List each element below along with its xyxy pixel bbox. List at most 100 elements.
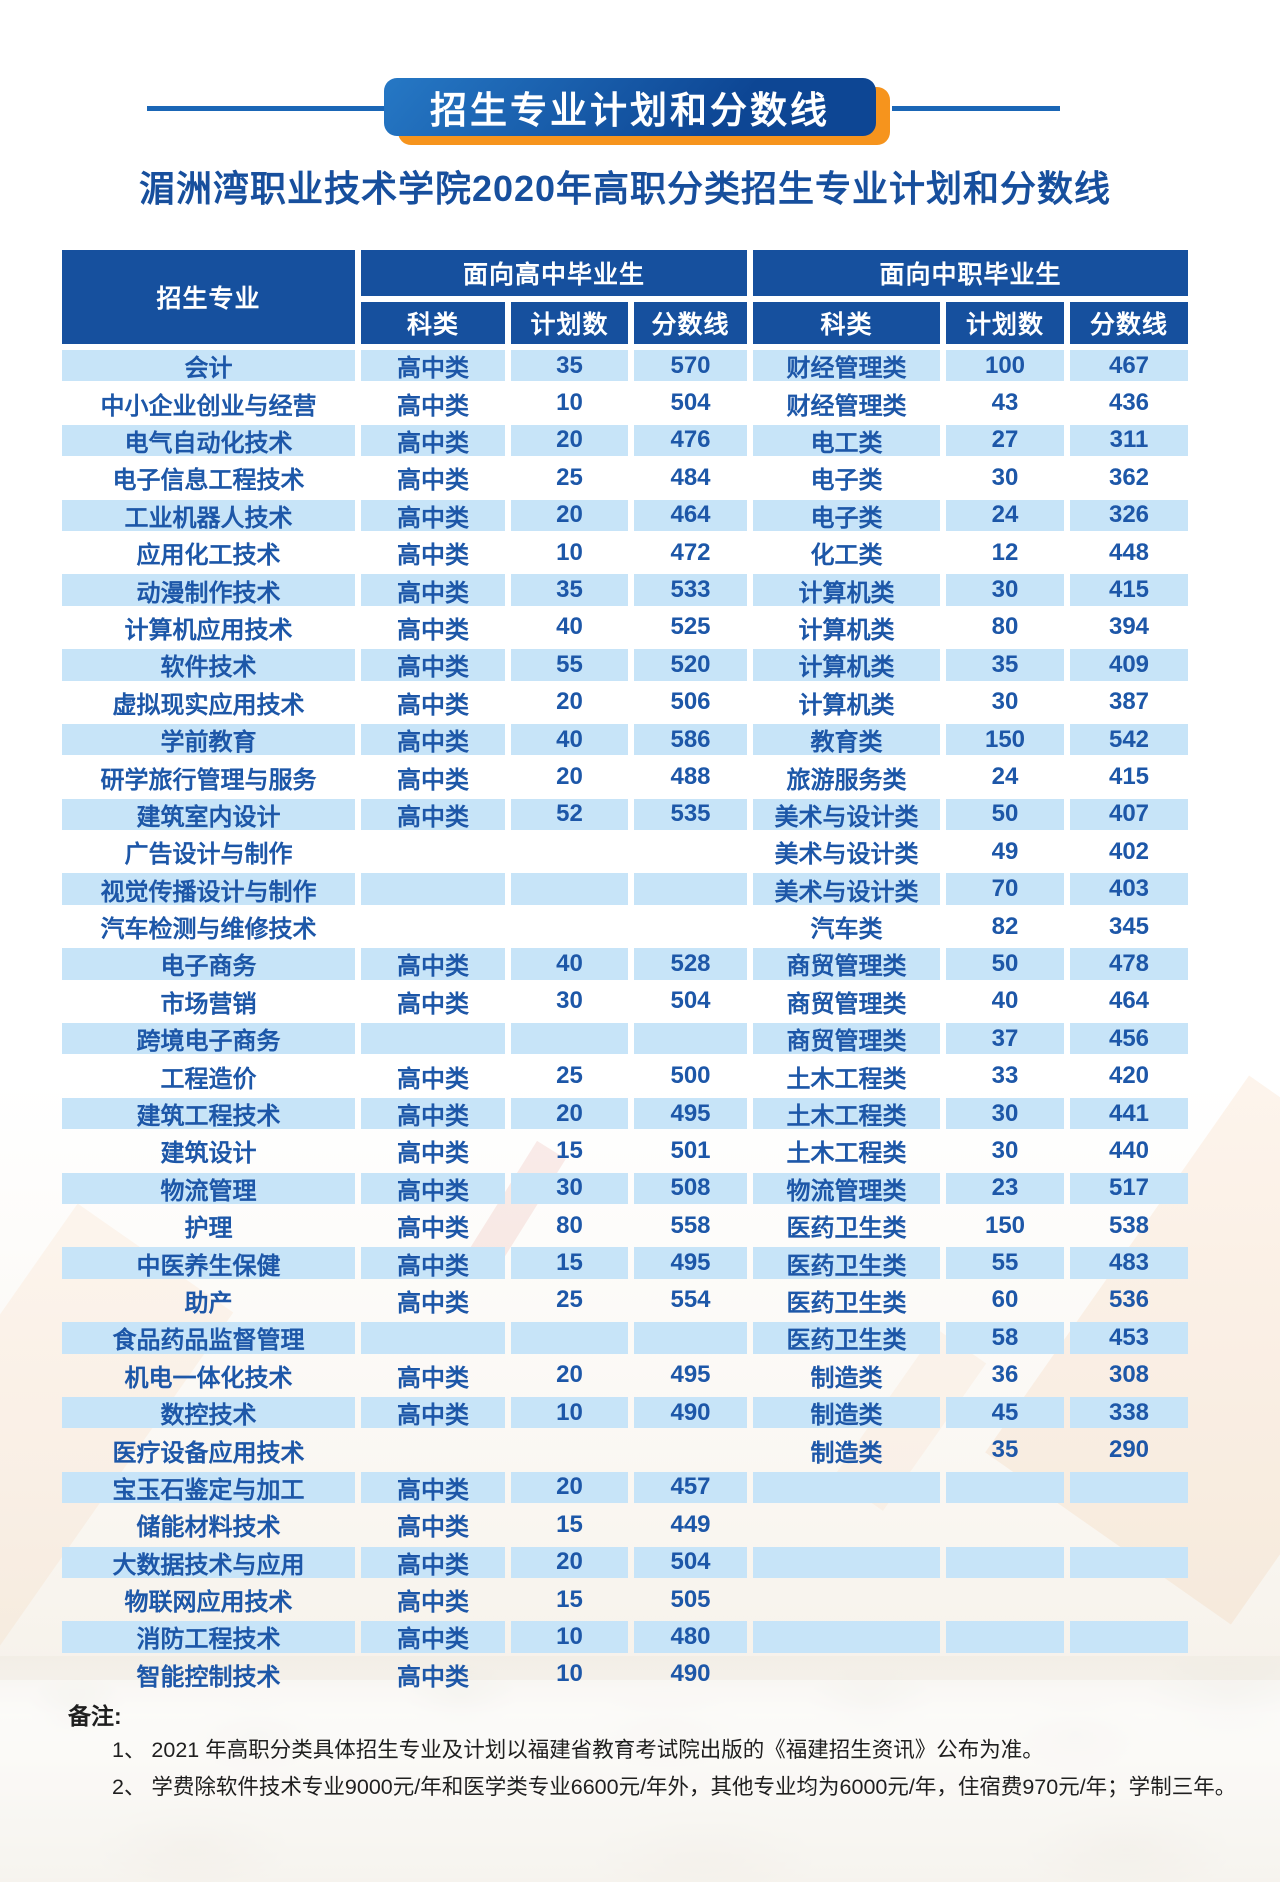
cell-vs-score: 345 (1108, 912, 1150, 940)
cell-hs-score: 490 (670, 1660, 711, 1688)
cell-vs-cat: 医药卫生类 (753, 1247, 940, 1280)
cell-vs-cat: 商贸管理类 (753, 948, 940, 980)
cell-hs-score (634, 911, 747, 942)
cell-hs-plan: 20 (511, 499, 628, 531)
banner-rule-left (147, 106, 384, 111)
cell-hs-score: 535 (634, 798, 747, 831)
cell-vs-cat: 电工类 (753, 424, 940, 457)
cell-major: 数控技术 (62, 1396, 355, 1429)
cell-major: 工程造价 (160, 1065, 257, 1093)
cell-hs-plan: 52 (511, 798, 628, 831)
cell-major: 护理 (184, 1215, 233, 1243)
cell-vs-cat: 土木工程类 (786, 1140, 907, 1168)
cell-major: 建筑工程技术 (62, 1097, 355, 1130)
cell-vs-score: 436 (1108, 389, 1150, 417)
cell-vs-score (1070, 1584, 1188, 1615)
cell-major: 学前教育 (62, 723, 355, 756)
cell-vs-score (1070, 1659, 1188, 1690)
cell-vs-plan: 27 (946, 424, 1064, 457)
cell-hs-score: 505 (670, 1585, 711, 1613)
cell-vs-plan: 12 (991, 538, 1019, 566)
cell-major: 食品药品监督管理 (62, 1322, 355, 1354)
cell-hs-plan: 35 (511, 350, 628, 382)
cell-hs-score (634, 836, 747, 867)
cell-vs-cat: 土木工程类 (753, 1097, 940, 1130)
cell-hs-score: 558 (670, 1211, 711, 1239)
subheader-hs-category: 科类 (361, 302, 505, 344)
cell-vs-plan: 55 (946, 1247, 1064, 1279)
cell-major: 建筑设计 (160, 1140, 257, 1168)
cell-hs-score: 476 (634, 424, 747, 457)
cell-hs-plan: 80 (556, 1211, 583, 1239)
cell-hs-score: 480 (634, 1621, 747, 1653)
cell-hs-score: 520 (634, 649, 747, 681)
cell-hs-cat (361, 836, 505, 867)
cell-vs-score (1070, 1509, 1188, 1540)
cell-vs-plan: 50 (946, 798, 1064, 831)
faded-photo-band (0, 1656, 1280, 1882)
note-item-1: 1、 2021 年高职分类具体招生专业及计划以福建省教育考试院出版的《福建招生资… (112, 1738, 1044, 1762)
cell-hs-cat (361, 1322, 505, 1354)
cell-hs-plan: 25 (556, 1062, 583, 1090)
cell-major: 软件技术 (62, 649, 355, 681)
cell-vs-cat: 制造类 (753, 1396, 940, 1429)
cell-vs-score: 362 (1108, 463, 1150, 491)
cell-vs-cat: 商贸管理类 (786, 990, 907, 1018)
cell-hs-plan: 40 (511, 723, 628, 756)
cell-vs-plan (946, 1471, 1064, 1504)
cell-hs-plan: 15 (556, 1136, 583, 1164)
cell-hs-score (634, 873, 747, 905)
cell-vs-score: 338 (1070, 1396, 1188, 1429)
cell-vs-plan: 45 (946, 1396, 1064, 1429)
cell-vs-score: 467 (1070, 350, 1188, 382)
subheader-vs-plan: 计划数 (946, 302, 1064, 344)
cell-vs-cat (753, 1471, 940, 1504)
group-header-highschool: 面向高中毕业生 (361, 250, 747, 296)
cell-vs-score: 542 (1070, 723, 1188, 756)
cell-vs-plan: 82 (991, 912, 1019, 940)
cell-hs-cat: 高中类 (361, 424, 505, 457)
cell-hs-cat: 高中类 (397, 1065, 469, 1093)
cell-major: 电气自动化技术 (62, 424, 355, 457)
cell-hs-cat: 高中类 (361, 1172, 505, 1205)
cell-vs-plan (946, 1659, 1064, 1690)
cell-hs-score: 449 (670, 1510, 711, 1538)
cell-major: 消防工程技术 (62, 1621, 355, 1653)
cell-hs-score: 490 (634, 1396, 747, 1429)
cell-hs-cat (361, 873, 505, 905)
cell-hs-plan: 10 (556, 389, 583, 417)
cell-hs-cat: 高中类 (361, 1546, 505, 1579)
admissions-table: 招生专业 面向高中毕业生 面向中职毕业生 科类 计划数 分数线 科类 计划数 分… (62, 250, 1188, 1691)
cell-vs-cat (753, 1621, 940, 1653)
cell-vs-score: 290 (1108, 1436, 1150, 1464)
cell-major: 大数据技术与应用 (62, 1546, 355, 1579)
cell-vs-plan: 37 (946, 1023, 1064, 1055)
cell-vs-cat: 美术与设计类 (753, 873, 940, 906)
notes-label: 备注: (68, 1703, 122, 1729)
cell-hs-plan: 55 (511, 649, 628, 681)
subheader-hs-score: 分数线 (634, 302, 747, 344)
cell-hs-plan (511, 873, 628, 905)
cell-vs-cat: 电子类 (810, 467, 883, 495)
cell-hs-plan: 20 (511, 424, 628, 457)
cell-major: 计算机应用技术 (124, 616, 293, 644)
cell-hs-score: 495 (670, 1361, 711, 1389)
cell-vs-score (1070, 1621, 1188, 1653)
cell-hs-score (634, 1023, 747, 1055)
cell-hs-plan: 20 (511, 1546, 628, 1578)
cell-major: 助产 (184, 1289, 233, 1317)
cell-hs-cat: 高中类 (361, 723, 505, 756)
cell-vs-plan: 33 (991, 1062, 1019, 1090)
cell-vs-cat: 计算机类 (798, 616, 895, 644)
cell-hs-plan: 30 (556, 987, 583, 1015)
cell-hs-cat: 高中类 (397, 990, 469, 1018)
cell-vs-cat: 计算机类 (753, 574, 940, 607)
cell-vs-plan: 30 (991, 463, 1019, 491)
cell-hs-cat: 高中类 (361, 1396, 505, 1429)
cell-hs-score: 554 (670, 1286, 711, 1314)
cell-hs-plan (511, 836, 628, 867)
cell-hs-plan: 10 (556, 1660, 583, 1688)
banner-face: 招生专业计划和分数线 (384, 78, 876, 136)
cell-hs-plan: 20 (556, 688, 583, 716)
cell-hs-score: 457 (634, 1471, 747, 1504)
